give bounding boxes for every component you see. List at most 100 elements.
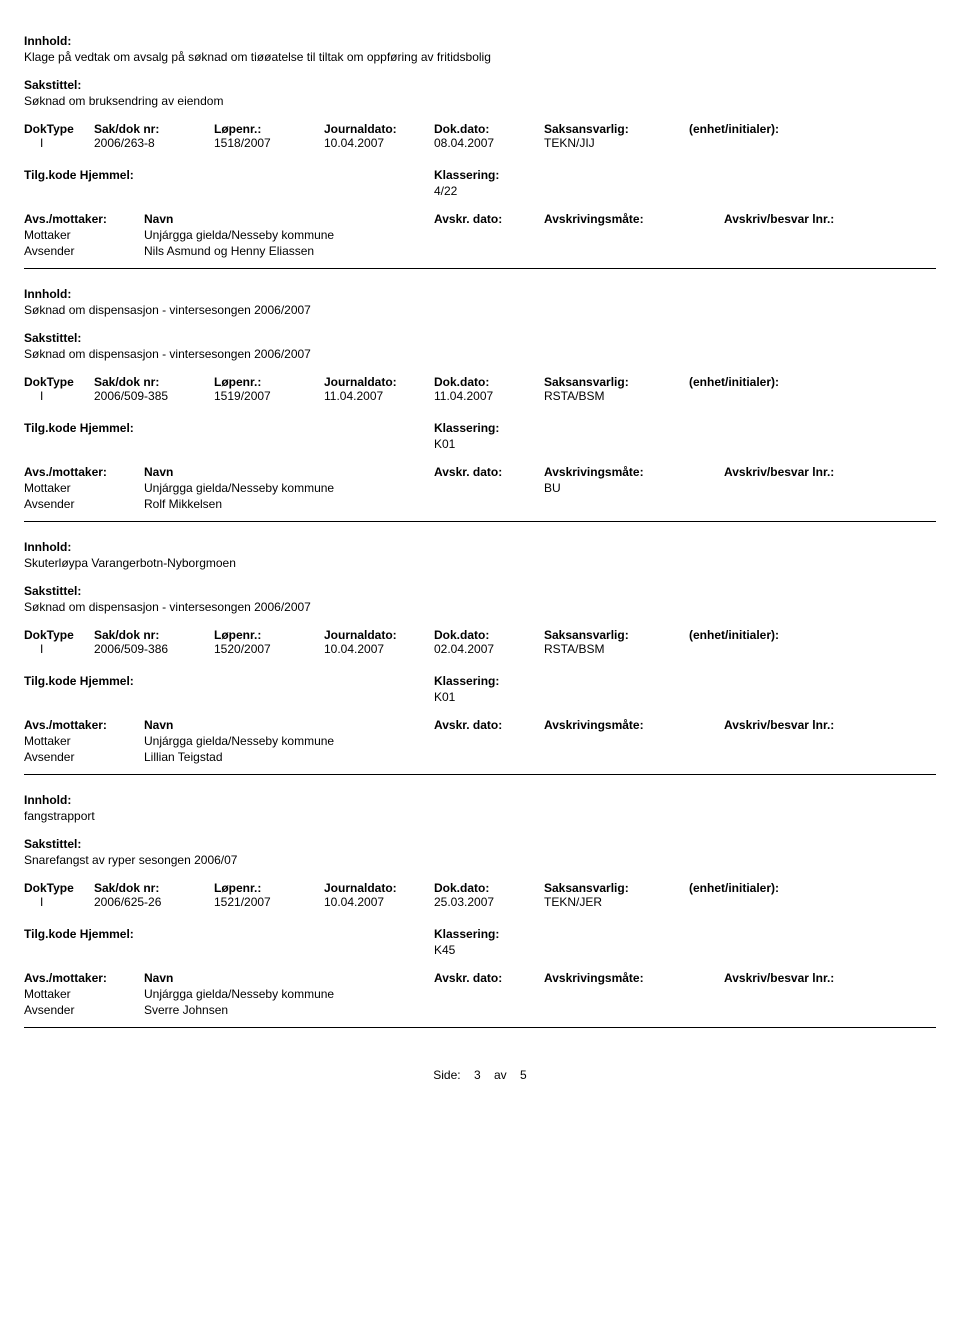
avskrivbesvar-header: Avskriv/besvar lnr.: <box>724 212 904 226</box>
doktype-header: DokType <box>24 375 94 389</box>
klassering-value: K01 <box>434 437 499 451</box>
avsmottaker-header: Avs./mottaker: <box>24 718 144 732</box>
avsender-row: Avsender Nils Asmund og Henny Eliassen <box>24 244 936 258</box>
avsender-row: Avsender Lillian Teigstad <box>24 750 936 764</box>
dokdato-value: 02.04.2007 <box>434 642 544 656</box>
dokdato-header: Dok.dato: <box>434 881 544 895</box>
avskrivingsmate-value: BU <box>544 481 724 495</box>
party-header: Avs./mottaker: Navn Avskr. dato: Avskriv… <box>24 212 936 226</box>
avsender-row: Avsender Sverre Johnsen <box>24 1003 936 1017</box>
sakstittel-label: Sakstittel: <box>24 837 936 851</box>
enhet-value <box>689 136 869 150</box>
mottaker-label: Mottaker <box>24 987 144 1001</box>
dokdato-header: Dok.dato: <box>434 375 544 389</box>
innhold-label: Innhold: <box>24 34 936 48</box>
lopenr-value: 1518/2007 <box>214 136 324 150</box>
mottaker-row: Mottaker Unjárgga gielda/Nesseby kommune <box>24 228 936 242</box>
klassering-label: Klassering: <box>434 168 499 182</box>
saksansvarlig-header: Saksansvarlig: <box>544 628 689 642</box>
mottaker-name: Unjárgga gielda/Nesseby kommune <box>144 228 434 242</box>
navn-header: Navn <box>144 971 434 985</box>
mottaker-label: Mottaker <box>24 734 144 748</box>
sakdok-header: Sak/dok nr: <box>94 628 214 642</box>
journal-entry: Innhold: Skuterløypa Varangerbotn-Nyborg… <box>24 522 936 775</box>
party-header: Avs./mottaker: Navn Avskr. dato: Avskriv… <box>24 971 936 985</box>
sakdok-value: 2006/625-26 <box>94 895 214 909</box>
doktype-value: I <box>24 642 94 656</box>
sakstittel-label: Sakstittel: <box>24 78 936 92</box>
innhold-label: Innhold: <box>24 287 936 301</box>
avsender-label: Avsender <box>24 750 144 764</box>
columns-values: I 2006/509-385 1519/2007 11.04.2007 11.0… <box>24 389 936 403</box>
mottaker-name: Unjárgga gielda/Nesseby kommune <box>144 734 434 748</box>
journaldato-header: Journaldato: <box>324 375 434 389</box>
doktype-header: DokType <box>24 628 94 642</box>
journaldato-header: Journaldato: <box>324 122 434 136</box>
avsender-name: Sverre Johnsen <box>144 1003 434 1017</box>
footer-total: 5 <box>520 1068 527 1082</box>
doktype-header: DokType <box>24 881 94 895</box>
avsender-label: Avsender <box>24 497 144 511</box>
saksansvarlig-header: Saksansvarlig: <box>544 881 689 895</box>
sakstittel-value: Søknad om dispensasjon - vintersesongen … <box>24 347 936 361</box>
sakstittel-value: Søknad om dispensasjon - vintersesongen … <box>24 600 936 614</box>
columns-values: I 2006/263-8 1518/2007 10.04.2007 08.04.… <box>24 136 936 150</box>
avsmottaker-header: Avs./mottaker: <box>24 971 144 985</box>
klassering-value: K45 <box>434 943 499 957</box>
innhold-label: Innhold: <box>24 793 936 807</box>
avskrivingsmate-header: Avskrivingsmåte: <box>544 465 724 479</box>
footer-page: 3 <box>474 1068 481 1082</box>
tilgkode-label: Tilg.kode Hjemmel: <box>24 421 434 451</box>
tilgkode-label: Tilg.kode Hjemmel: <box>24 168 434 198</box>
avskrivingsmate-value <box>544 987 724 1001</box>
columns-header: DokType Sak/dok nr: Løpenr.: Journaldato… <box>24 375 936 389</box>
mottaker-label: Mottaker <box>24 228 144 242</box>
tilg-row: Tilg.kode Hjemmel: Klassering: K01 <box>24 674 936 704</box>
journal-entry: Innhold: fangstrapport Sakstittel: Snare… <box>24 775 936 1028</box>
party-header: Avs./mottaker: Navn Avskr. dato: Avskriv… <box>24 465 936 479</box>
sakdok-value: 2006/509-386 <box>94 642 214 656</box>
lopenr-value: 1520/2007 <box>214 642 324 656</box>
mottaker-row: Mottaker Unjárgga gielda/Nesseby kommune… <box>24 481 936 495</box>
innhold-value: fangstrapport <box>24 809 936 823</box>
tilgkode-label: Tilg.kode Hjemmel: <box>24 674 434 704</box>
dokdato-header: Dok.dato: <box>434 628 544 642</box>
sakdok-value: 2006/263-8 <box>94 136 214 150</box>
innhold-value: Søknad om dispensasjon - vintersesongen … <box>24 303 936 317</box>
avsender-name: Nils Asmund og Henny Eliassen <box>144 244 434 258</box>
innhold-value: Klage på vedtak om avsalg på søknad om t… <box>24 50 936 64</box>
avskrivingsmate-value <box>544 228 724 242</box>
columns-header: DokType Sak/dok nr: Løpenr.: Journaldato… <box>24 122 936 136</box>
journal-entry: Innhold: Klage på vedtak om avsalg på sø… <box>24 16 936 269</box>
tilg-row: Tilg.kode Hjemmel: Klassering: K01 <box>24 421 936 451</box>
tilg-row: Tilg.kode Hjemmel: Klassering: K45 <box>24 927 936 957</box>
innhold-value: Skuterløypa Varangerbotn-Nyborgmoen <box>24 556 936 570</box>
mottaker-name: Unjárgga gielda/Nesseby kommune <box>144 987 434 1001</box>
journaldato-value: 10.04.2007 <box>324 895 434 909</box>
dokdato-value: 08.04.2007 <box>434 136 544 150</box>
journaldato-value: 11.04.2007 <box>324 389 434 403</box>
footer-prefix: Side: <box>433 1068 460 1082</box>
columns-header: DokType Sak/dok nr: Løpenr.: Journaldato… <box>24 881 936 895</box>
doktype-value: I <box>24 895 94 909</box>
sakstittel-label: Sakstittel: <box>24 584 936 598</box>
mottaker-name: Unjárgga gielda/Nesseby kommune <box>144 481 434 495</box>
columns-values: I 2006/509-386 1520/2007 10.04.2007 02.0… <box>24 642 936 656</box>
avsmottaker-header: Avs./mottaker: <box>24 465 144 479</box>
saksansvarlig-header: Saksansvarlig: <box>544 122 689 136</box>
doktype-value: I <box>24 389 94 403</box>
tilg-row: Tilg.kode Hjemmel: Klassering: 4/22 <box>24 168 936 198</box>
avskrdato-header: Avskr. dato: <box>434 212 544 226</box>
sakdok-header: Sak/dok nr: <box>94 375 214 389</box>
journaldato-header: Journaldato: <box>324 881 434 895</box>
klassering-label: Klassering: <box>434 674 499 688</box>
doktype-header: DokType <box>24 122 94 136</box>
columns-values: I 2006/625-26 1521/2007 10.04.2007 25.03… <box>24 895 936 909</box>
dokdato-header: Dok.dato: <box>434 122 544 136</box>
journaldato-value: 10.04.2007 <box>324 136 434 150</box>
avskrivingsmate-header: Avskrivingsmåte: <box>544 718 724 732</box>
navn-header: Navn <box>144 212 434 226</box>
sakstittel-value: Snarefangst av ryper sesongen 2006/07 <box>24 853 936 867</box>
avsmottaker-header: Avs./mottaker: <box>24 212 144 226</box>
saksansvarlig-value: RSTA/BSM <box>544 389 689 403</box>
